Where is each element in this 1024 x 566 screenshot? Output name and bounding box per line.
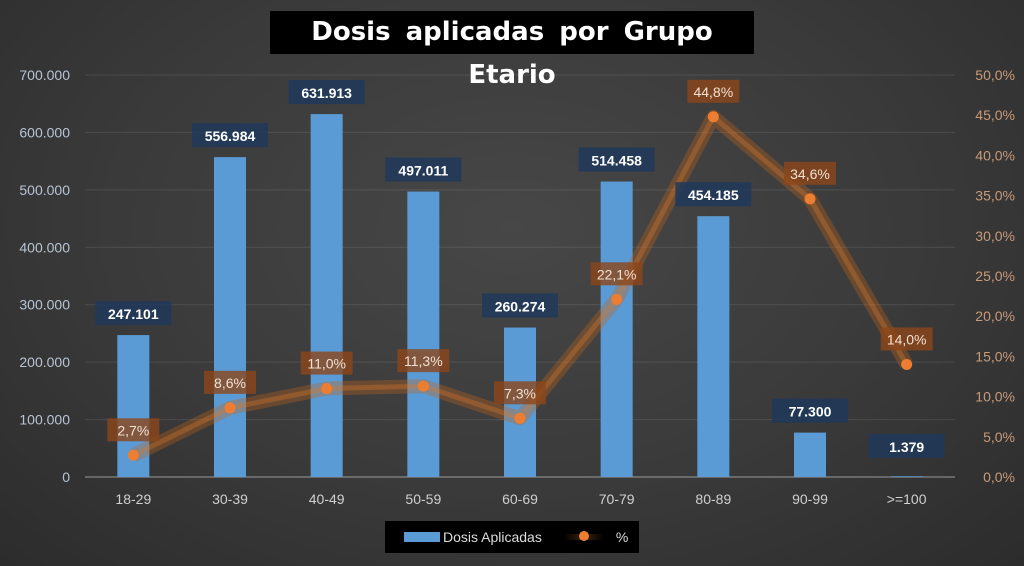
bar-data-label: 454.185 xyxy=(688,187,739,203)
pct-label-box xyxy=(494,381,546,405)
pct-label-box xyxy=(397,349,450,373)
pct-data-label: 7,3% xyxy=(504,385,536,401)
line-point xyxy=(611,293,623,305)
bar-data-label: 497.011 xyxy=(398,163,448,179)
pct-data-label: 44,8% xyxy=(693,84,733,100)
bar-data-label: 260.274 xyxy=(495,299,546,315)
left-tick-label: 100.000 xyxy=(19,412,70,428)
line-point xyxy=(901,358,913,370)
bar-data-label: 514.458 xyxy=(591,153,642,169)
bar-label-box xyxy=(772,398,848,423)
bar-label-box xyxy=(192,123,268,148)
bar-data-label: 631.913 xyxy=(301,85,352,101)
pct-label-box xyxy=(107,418,160,442)
pct-data-label: 22,1% xyxy=(597,266,637,282)
left-tick-label: 500.000 xyxy=(19,182,70,198)
pct-label-box xyxy=(204,370,256,394)
line-point xyxy=(707,111,719,123)
bar-label-box xyxy=(578,147,655,172)
bar xyxy=(697,216,730,478)
legend-bar-swatch xyxy=(404,532,440,542)
right-tick-label: 40,0% xyxy=(975,147,1015,163)
line-point xyxy=(417,380,429,392)
pct-label-box xyxy=(784,161,836,185)
line-point xyxy=(321,383,333,395)
legend-label-pct: % xyxy=(615,529,629,545)
pct-label-box xyxy=(300,351,353,375)
right-tick-label: 10,0% xyxy=(975,389,1015,405)
bar xyxy=(794,432,826,477)
bar-label-box xyxy=(868,434,945,458)
pct-data-label: 34,6% xyxy=(790,166,830,182)
bar xyxy=(407,191,440,478)
right-tick-label: 30,0% xyxy=(975,228,1015,244)
x-tick-label: 18-29 xyxy=(115,491,151,507)
right-tick-label: 25,0% xyxy=(975,268,1015,284)
pct-data-label: 11,0% xyxy=(307,356,346,372)
x-tick-label: 70-79 xyxy=(599,491,635,507)
right-tick-label: 45,0% xyxy=(975,107,1015,123)
right-tick-label: 20,0% xyxy=(975,308,1015,324)
legend-line-swatch xyxy=(563,531,604,541)
x-tick-label: 90-99 xyxy=(792,491,828,507)
legend-label-dosis: Dosis Aplicadas xyxy=(443,529,542,545)
pct-label-box xyxy=(880,327,933,351)
right-tick-label: 15,0% xyxy=(975,348,1015,364)
left-tick-label: 700.000 xyxy=(19,67,70,83)
bar-data-label: 556.984 xyxy=(205,128,256,144)
bar-data-label: 77.300 xyxy=(789,404,832,420)
line-point xyxy=(804,193,816,205)
bar xyxy=(310,114,343,478)
x-tick-label: 40-49 xyxy=(309,491,345,507)
x-tick-label: 80-89 xyxy=(695,491,731,507)
bar xyxy=(214,157,246,477)
left-tick-label: 300.000 xyxy=(19,297,70,313)
bar-label-box xyxy=(95,301,172,326)
x-tick-label: >=100 xyxy=(887,491,927,507)
left-tick-label: 0 xyxy=(62,469,70,485)
right-tick-label: 35,0% xyxy=(975,188,1015,204)
left-tick-label: 600.000 xyxy=(19,124,70,140)
left-tick-label: 200.000 xyxy=(19,354,70,370)
pct-label-box xyxy=(590,262,643,286)
line-point xyxy=(127,449,139,461)
line-point xyxy=(224,402,236,414)
line-point xyxy=(514,412,526,424)
pct-data-label: 8,6% xyxy=(214,375,246,391)
bar-data-label: 247.101 xyxy=(108,306,159,322)
right-tick-label: 0,0% xyxy=(983,469,1015,485)
right-tick-label: 5,0% xyxy=(983,429,1015,445)
bar xyxy=(890,476,923,477)
pct-label-box xyxy=(687,79,740,103)
chart-title: Dosis aplicadas por Grupo Etario xyxy=(270,11,754,90)
bar xyxy=(600,181,633,477)
x-tick-label: 60-69 xyxy=(502,491,538,507)
bar-label-box xyxy=(675,182,752,207)
x-tick-label: 50-59 xyxy=(405,491,441,507)
bar-data-label: 1.379 xyxy=(889,439,924,455)
right-tick-label: 50,0% xyxy=(975,67,1015,83)
left-tick-label: 400.000 xyxy=(19,239,70,255)
pct-data-label: 11,3% xyxy=(404,353,443,369)
pct-data-label: 14,0% xyxy=(887,331,927,347)
x-tick-label: 30-39 xyxy=(212,491,248,507)
bar-label-box xyxy=(288,80,365,105)
bar-label-box xyxy=(385,157,462,182)
bar-label-box xyxy=(482,293,558,318)
pct-data-label: 2,7% xyxy=(117,422,149,438)
legend: Dosis Aplicadas % xyxy=(385,521,639,553)
